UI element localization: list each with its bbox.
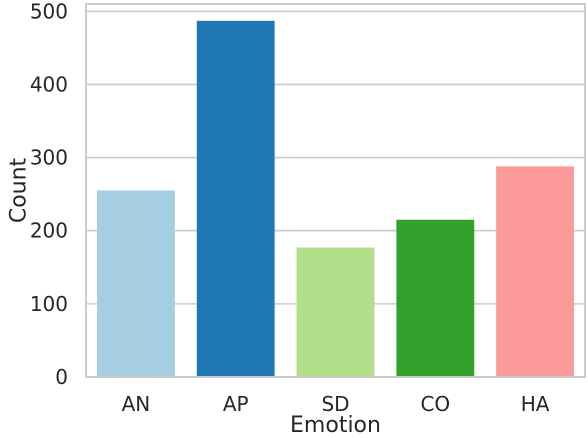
y-tick-labels: 0 100 200 300 400 500 <box>30 0 68 389</box>
plot-border <box>85 3 586 378</box>
bar-ha <box>496 166 575 377</box>
x-axis-label: Emotion <box>290 413 381 438</box>
x-tick-label-an: AN <box>122 392 151 416</box>
y-tick-label: 500 <box>30 0 68 23</box>
y-tick-label: 0 <box>55 365 68 389</box>
x-tick-label-co: CO <box>420 392 450 416</box>
y-tick-label: 100 <box>30 292 68 316</box>
bar-ap <box>196 20 275 378</box>
bar-sd <box>296 247 375 377</box>
y-tick-label: 200 <box>30 219 68 243</box>
x-tick-label-ap: AP <box>223 392 249 416</box>
plot-frame <box>85 3 586 378</box>
bar-co <box>396 219 475 377</box>
x-tick-labels: AN AP SD CO HA <box>122 392 550 416</box>
x-tick-label-ha: HA <box>521 392 550 416</box>
y-tick-label: 400 <box>30 72 68 96</box>
y-axis-label: Count <box>7 157 32 223</box>
y-tick-label: 300 <box>30 146 68 170</box>
x-tick-label-sd: SD <box>321 392 349 416</box>
bars <box>96 20 575 378</box>
bar-an <box>96 190 175 377</box>
